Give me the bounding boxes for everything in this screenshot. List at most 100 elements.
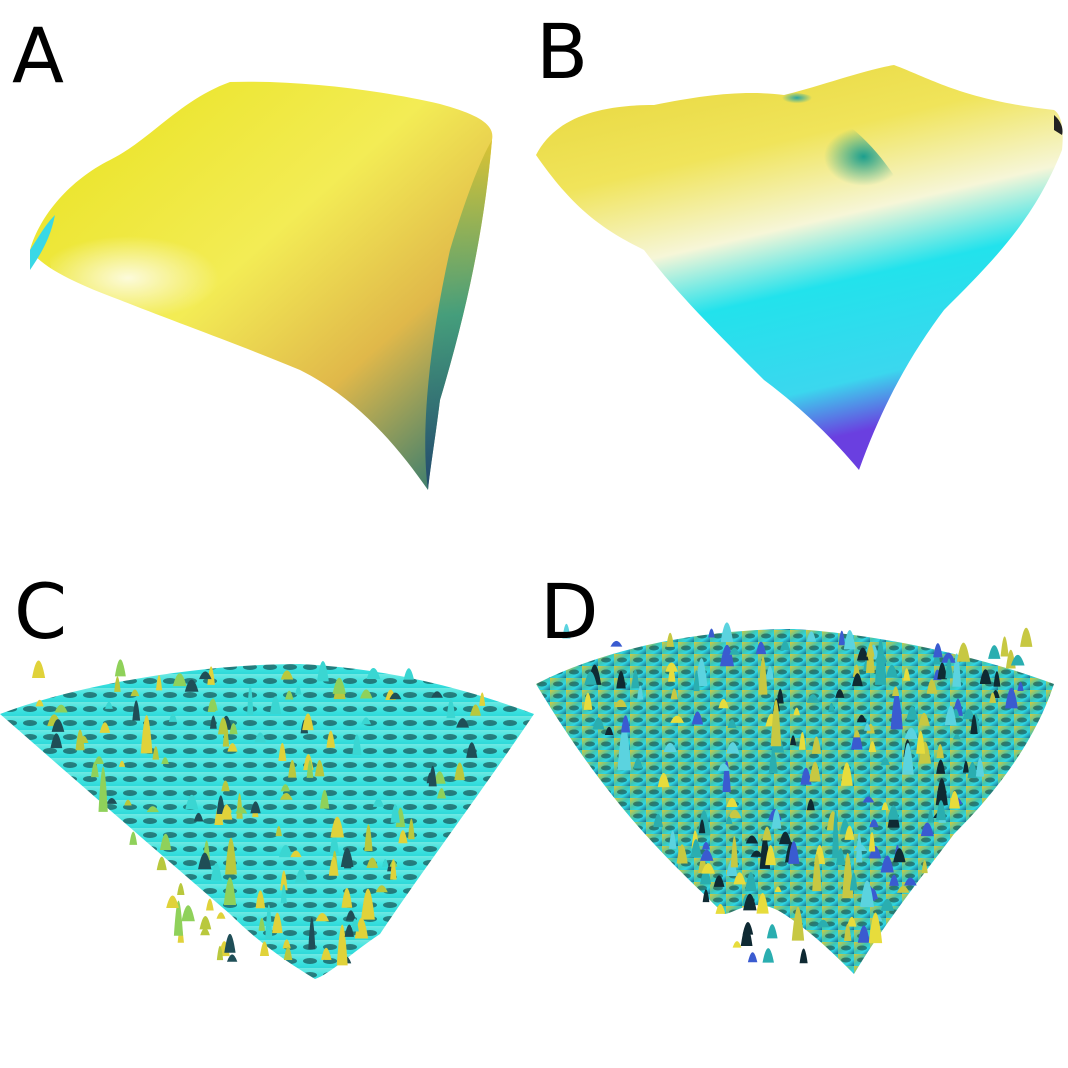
surface-spike <box>431 691 443 698</box>
surface-spike <box>691 711 704 725</box>
surface-spike <box>935 778 948 806</box>
surface-spike <box>979 669 992 685</box>
surface-spike <box>306 760 314 778</box>
surface-spike <box>657 772 670 788</box>
surface-spike <box>765 665 774 680</box>
surface-spike <box>332 677 346 694</box>
surface-spike <box>771 809 782 829</box>
surface-spike <box>50 733 63 749</box>
surface-spike <box>216 912 226 919</box>
surface-spike <box>140 715 153 754</box>
surface-spike <box>351 918 359 932</box>
surface-spike <box>828 702 835 713</box>
surface-spike <box>866 644 875 657</box>
surface-spike <box>762 948 774 963</box>
surface-spike <box>198 852 212 870</box>
surface-spike <box>315 913 329 922</box>
surface-spike <box>225 837 237 875</box>
surface-spike <box>616 670 626 689</box>
surface-spike <box>206 898 214 911</box>
surface-spike <box>479 692 486 706</box>
surface-spike <box>695 658 708 687</box>
surface-spike <box>993 671 1001 687</box>
surface-spike <box>893 848 906 863</box>
surface-spike <box>670 688 678 700</box>
surface-spike <box>836 848 846 866</box>
surface-spike <box>1000 636 1009 657</box>
surface-spike <box>207 699 216 713</box>
surface-spike <box>446 698 456 719</box>
surface-spike <box>1005 687 1018 709</box>
surface-spike <box>864 723 871 731</box>
surface-spike <box>340 847 354 868</box>
surface-spike <box>857 925 870 943</box>
surface-spike <box>389 692 402 700</box>
surface-spike <box>832 810 840 859</box>
surface-spike <box>811 736 822 754</box>
surface-spike <box>275 825 282 837</box>
surface-spike <box>433 771 446 784</box>
surface-spike <box>295 686 302 695</box>
surface-spike <box>956 642 971 662</box>
surface-spike <box>843 630 856 650</box>
surface-spike <box>283 946 293 961</box>
surface-spike <box>466 742 478 758</box>
surface-spike <box>166 895 179 909</box>
surface-spike <box>359 689 373 699</box>
surface-spike <box>729 647 740 655</box>
surface-spike <box>698 819 706 834</box>
surface-spike <box>937 662 947 680</box>
surface-spike <box>1020 627 1033 647</box>
surface-spike <box>728 809 742 819</box>
surface-spike <box>853 730 861 738</box>
surface-spike <box>806 694 820 703</box>
surface-spike <box>326 730 336 748</box>
surface-spike <box>799 948 808 964</box>
surface-spike <box>390 804 400 823</box>
surface-spike <box>755 641 767 655</box>
surface-spike <box>361 888 375 920</box>
surface-spike <box>280 870 288 891</box>
surface-spike <box>790 735 797 746</box>
surface-spike <box>382 858 389 867</box>
surface-spike <box>693 670 700 692</box>
surface-spike <box>770 699 782 747</box>
surface-spike <box>970 714 978 735</box>
surface-top-c <box>0 664 534 979</box>
surface-spike <box>890 691 903 730</box>
surface-spike <box>918 712 930 726</box>
surface-spike <box>892 686 900 696</box>
surface-spike <box>868 912 883 944</box>
surface-spike <box>637 685 644 700</box>
surface-spike <box>889 874 899 886</box>
surface-spike <box>265 904 273 940</box>
surface-spike <box>727 719 737 729</box>
surface-spike <box>857 647 869 661</box>
surface-spike <box>562 623 571 639</box>
surface-spike <box>75 729 85 751</box>
surface-spike <box>278 742 287 762</box>
surface-spike <box>285 690 294 700</box>
surface-spike <box>132 700 141 721</box>
surface-spike <box>255 890 266 909</box>
surface-spike <box>584 671 597 685</box>
surface-spike <box>79 735 89 744</box>
surface-spike <box>269 696 282 714</box>
surface-spike <box>617 724 632 771</box>
surface-spike <box>708 628 715 638</box>
surface-spike <box>885 664 898 678</box>
surface-spike <box>849 872 858 891</box>
surface-spike <box>280 884 287 904</box>
surface-spike <box>352 734 362 755</box>
surface-spike <box>653 813 663 828</box>
surface-spike <box>280 784 291 792</box>
surface-spike <box>99 722 111 733</box>
surface-spike <box>676 844 688 864</box>
surface-spike <box>198 671 212 680</box>
surface-spike <box>880 899 894 911</box>
surface-spike <box>172 673 187 687</box>
surface-spike <box>793 707 800 716</box>
surface-spike <box>54 704 68 713</box>
surface-spike <box>470 704 482 716</box>
surface-spike <box>903 668 911 681</box>
